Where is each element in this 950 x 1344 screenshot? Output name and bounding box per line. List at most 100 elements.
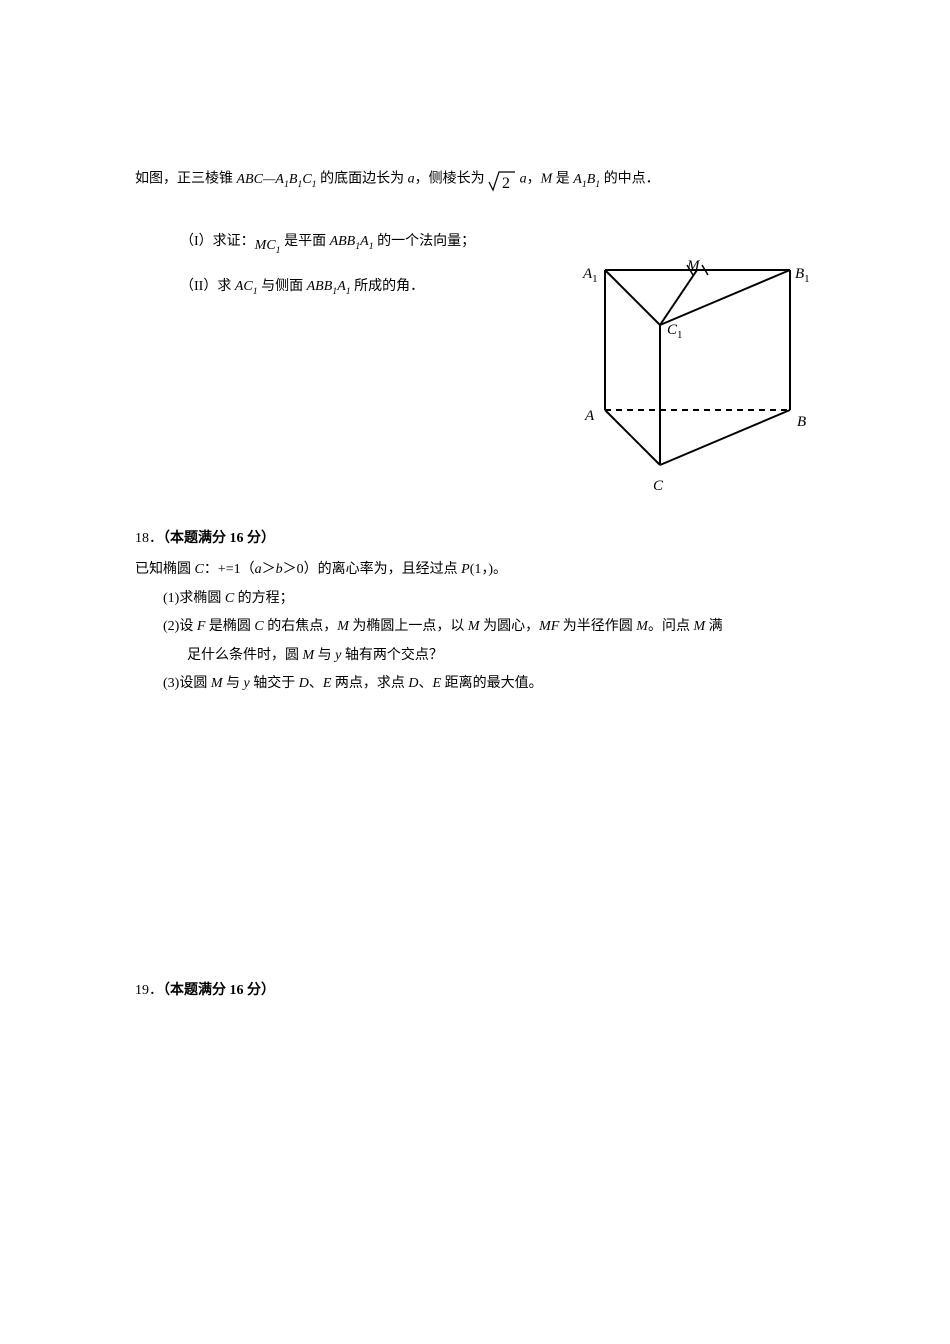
text: ＞0）的离心率为，且经过点 bbox=[283, 562, 462, 577]
text: MC bbox=[255, 238, 276, 253]
text: 是 bbox=[552, 172, 573, 187]
var-M: M bbox=[303, 648, 315, 663]
var-a: a bbox=[255, 562, 262, 577]
text: (2)设 bbox=[163, 619, 197, 634]
text: ABB bbox=[307, 279, 333, 294]
text: ， bbox=[527, 172, 541, 187]
question-19: 19．（本题满分 16 分） bbox=[135, 978, 820, 1005]
text: ABC—A bbox=[237, 172, 284, 187]
var-C: C bbox=[225, 591, 234, 606]
ac1: AC1 bbox=[235, 279, 258, 294]
label-M: M bbox=[687, 252, 700, 281]
text: 足什么条件时，圆 bbox=[187, 648, 303, 663]
var-D: D bbox=[408, 676, 418, 691]
prism-label: ABC—A1B1C1 bbox=[237, 172, 317, 187]
subscript: 1 bbox=[592, 273, 598, 285]
q18-item2-cont: 足什么条件时，圆 M 与 y 轴有两个交点？ bbox=[135, 643, 820, 670]
q18-title: （本题满分 16 分） bbox=[163, 531, 275, 546]
text: （II）求 bbox=[180, 279, 235, 294]
text: 、 bbox=[309, 676, 323, 691]
text: AC bbox=[235, 279, 253, 294]
var-MF: MF bbox=[539, 619, 559, 634]
label-A1: A1 bbox=[583, 260, 598, 290]
text: ，侧棱长为 bbox=[415, 172, 489, 187]
var-a2: a bbox=[520, 172, 527, 187]
text: (3)设圆 bbox=[163, 676, 211, 691]
plane-abb1a1-2: ABB1A1 bbox=[307, 279, 351, 294]
text: 轴有两个交点？ bbox=[341, 648, 443, 663]
q19-title: （本题满分 16 分） bbox=[163, 983, 275, 998]
var-D: D bbox=[299, 676, 309, 691]
text: 是椭圆 bbox=[205, 619, 254, 634]
text: (1，)。 bbox=[470, 562, 507, 577]
q18-given: 已知椭圆 C：+=1（a＞b＞0）的离心率为，且经过点 P(1，)。 bbox=[135, 557, 820, 584]
text: 的一个法向量； bbox=[374, 234, 476, 249]
text: 是平面 bbox=[281, 234, 330, 249]
text: 为圆心， bbox=[480, 619, 540, 634]
text: B bbox=[795, 266, 804, 282]
text: (1)求椭圆 bbox=[163, 591, 225, 606]
text: 如图，正三棱锥 bbox=[135, 172, 237, 187]
var-b: b bbox=[276, 562, 283, 577]
var-M: M bbox=[541, 172, 553, 187]
label-C: C bbox=[653, 472, 663, 501]
text: ：+=1（ bbox=[204, 562, 255, 577]
text: 为半径作圆 bbox=[559, 619, 636, 634]
var-M: M bbox=[468, 619, 480, 634]
label-B: B bbox=[797, 408, 806, 437]
text: 为椭圆上一点，以 bbox=[349, 619, 468, 634]
text: 所成的角． bbox=[351, 279, 425, 294]
q18-item2: (2)设 F 是椭圆 C 的右焦点，M 为椭圆上一点，以 M 为圆心，MF 为半… bbox=[135, 614, 820, 641]
text: B bbox=[587, 172, 596, 187]
text: 已知椭圆 bbox=[135, 562, 195, 577]
text: C bbox=[302, 172, 311, 187]
label-C1: C1 bbox=[667, 316, 683, 346]
text: A bbox=[583, 266, 592, 282]
q18-number: 18． bbox=[135, 531, 163, 546]
text: 满 bbox=[705, 619, 723, 634]
var-C: C bbox=[254, 619, 263, 634]
prism-figure: A1 M B1 C1 A B C bbox=[575, 250, 820, 505]
var-M: M bbox=[337, 619, 349, 634]
text: 、 bbox=[419, 676, 433, 691]
page: 如图，正三棱锥 ABC—A1B1C1 的底面边长为 a，侧棱长为 2 a，M 是… bbox=[0, 0, 950, 1344]
text: 与 bbox=[314, 648, 335, 663]
label-B1: B1 bbox=[795, 260, 810, 290]
prism-svg bbox=[575, 250, 820, 505]
svg-text:2: 2 bbox=[502, 175, 510, 192]
text: 。问点 bbox=[648, 619, 694, 634]
text: （I）求证： bbox=[180, 234, 255, 249]
edge-a1b1: A1B1 bbox=[573, 172, 600, 187]
q18-item3: (3)设圆 M 与 y 轴交于 D、E 两点，求点 D、E 距离的最大值。 bbox=[135, 671, 820, 698]
mc1: MC1 bbox=[255, 238, 281, 253]
text: 与侧面 bbox=[258, 279, 307, 294]
text: 距离的最大值。 bbox=[441, 676, 543, 691]
text: C bbox=[667, 322, 677, 338]
subscript: 1 bbox=[804, 273, 810, 285]
text: 的中点． bbox=[600, 172, 660, 187]
text: A bbox=[573, 172, 582, 187]
q19-number: 19． bbox=[135, 983, 163, 998]
text: 轴交于 bbox=[250, 676, 299, 691]
var-M: M bbox=[636, 619, 648, 634]
text: 两点，求点 bbox=[331, 676, 408, 691]
subscript: 1 bbox=[276, 244, 281, 255]
label-A: A bbox=[585, 402, 594, 431]
question-17: 如图，正三棱锥 ABC—A1B1C1 的底面边长为 a，侧棱长为 2 a，M 是… bbox=[135, 160, 820, 301]
subscript: 1 bbox=[677, 329, 683, 341]
text: 的底面边长为 bbox=[317, 172, 408, 187]
var-P: P bbox=[461, 562, 470, 577]
plane-abb1a1: ABB1A1 bbox=[330, 234, 374, 249]
var-M: M bbox=[211, 676, 223, 691]
var-E: E bbox=[433, 676, 442, 691]
text: A bbox=[360, 234, 369, 249]
text: A bbox=[337, 279, 346, 294]
q18-heading: 18．（本题满分 16 分） bbox=[135, 526, 820, 553]
text: 的方程； bbox=[234, 591, 294, 606]
text: 与 bbox=[223, 676, 244, 691]
question-18: 18．（本题满分 16 分） 已知椭圆 C：+=1（a＞b＞0）的离心率为，且经… bbox=[135, 526, 820, 698]
text: ABB bbox=[330, 234, 356, 249]
q18-item1: (1)求椭圆 C 的方程； bbox=[135, 586, 820, 613]
text: ＞ bbox=[262, 562, 276, 577]
sqrt-2: 2 bbox=[488, 166, 516, 205]
